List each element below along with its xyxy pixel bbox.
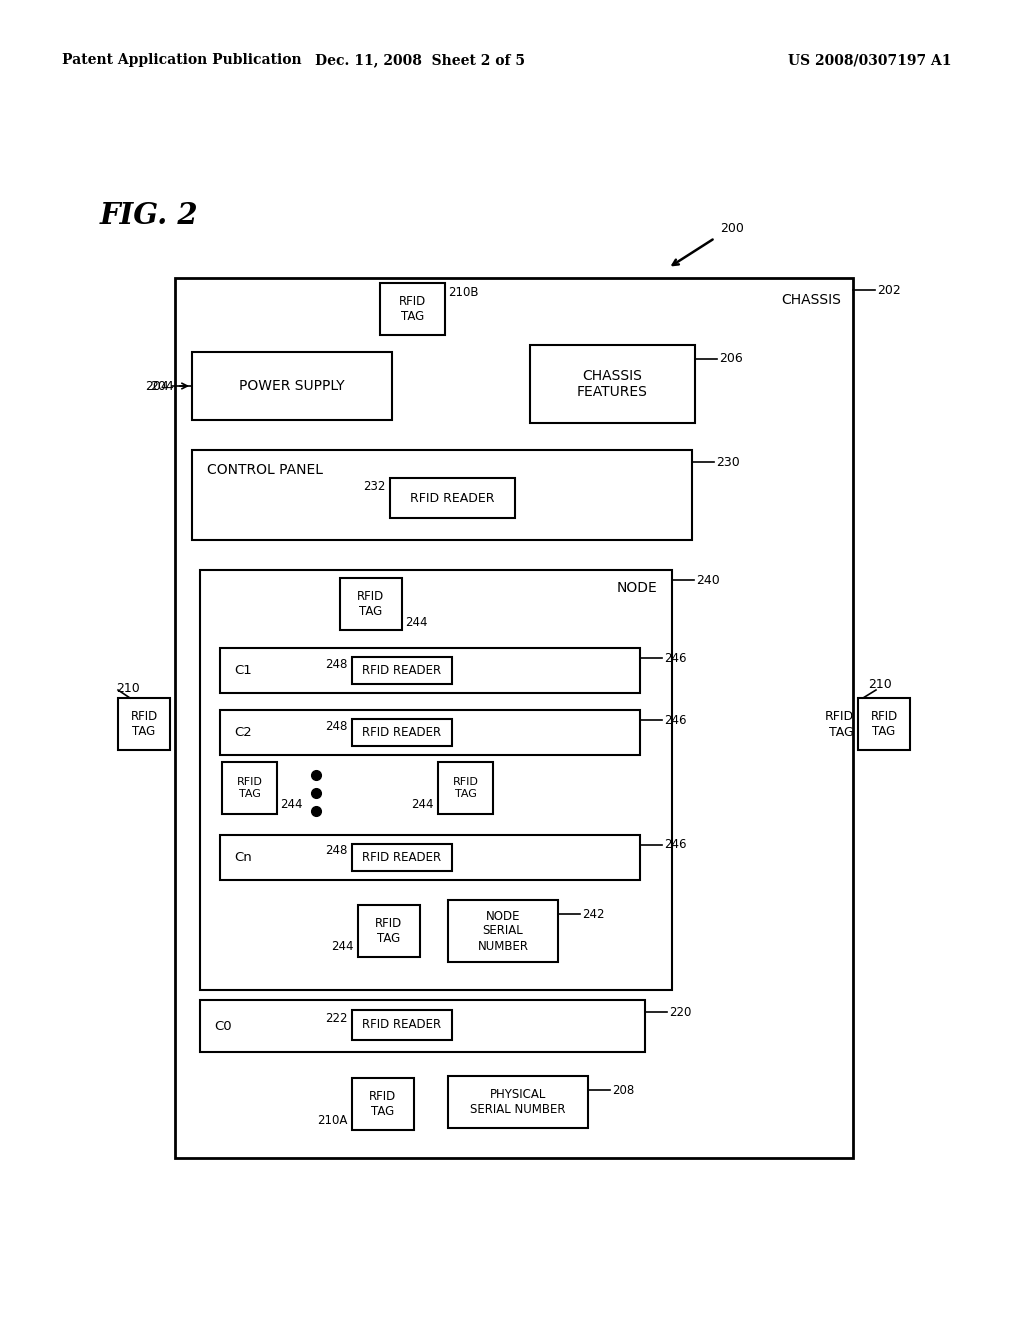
Text: RFID READER: RFID READER [362, 726, 441, 739]
Text: RFID
TAG: RFID TAG [370, 1090, 396, 1118]
Bar [193, 352, 392, 420]
Text: 240: 240 [696, 573, 720, 586]
Text: 204: 204 [145, 380, 169, 392]
Text: TAG: TAG [829, 726, 854, 738]
Text: Patent Application Publication: Patent Application Publication [62, 53, 302, 67]
Bar [118, 698, 170, 750]
Text: Cn: Cn [234, 851, 252, 865]
Bar [200, 570, 672, 990]
Bar [438, 762, 493, 814]
Text: 210A: 210A [317, 1114, 348, 1126]
Text: 246: 246 [664, 652, 686, 664]
Text: 208: 208 [612, 1084, 634, 1097]
Text: C0: C0 [214, 1019, 231, 1032]
Text: Dec. 11, 2008  Sheet 2 of 5: Dec. 11, 2008 Sheet 2 of 5 [315, 53, 525, 67]
Bar [352, 1078, 414, 1130]
Bar [449, 1076, 588, 1129]
Text: PHYSICAL
SERIAL NUMBER: PHYSICAL SERIAL NUMBER [470, 1088, 565, 1115]
Bar [220, 836, 640, 880]
Text: RFID
TAG: RFID TAG [453, 777, 478, 799]
Bar [175, 279, 853, 1158]
Text: RFID READER: RFID READER [362, 851, 441, 865]
Text: 200: 200 [720, 222, 743, 235]
Bar [340, 578, 402, 630]
Text: RFID
TAG: RFID TAG [376, 917, 402, 945]
Bar [530, 345, 695, 422]
Bar [352, 657, 452, 684]
Text: 244: 244 [280, 797, 302, 810]
Text: RFID
TAG: RFID TAG [237, 777, 262, 799]
Text: US 2008/0307197 A1: US 2008/0307197 A1 [788, 53, 951, 67]
Text: 248: 248 [326, 719, 348, 733]
Bar [449, 900, 558, 962]
Text: 220: 220 [669, 1006, 691, 1019]
Text: POWER SUPPLY: POWER SUPPLY [240, 379, 345, 393]
Text: 204: 204 [151, 380, 174, 392]
Bar [200, 1001, 645, 1052]
Text: 244: 244 [412, 797, 434, 810]
Text: 210: 210 [868, 677, 892, 690]
Text: 230: 230 [716, 455, 739, 469]
Text: RFID: RFID [825, 710, 854, 722]
Text: RFID
TAG: RFID TAG [399, 294, 426, 323]
Text: RFID READER: RFID READER [362, 1019, 441, 1031]
Text: 248: 248 [326, 845, 348, 858]
Text: CHASSIS: CHASSIS [781, 293, 841, 308]
Bar [390, 478, 515, 517]
Text: CHASSIS
FEATURES: CHASSIS FEATURES [578, 368, 648, 399]
Text: CONTROL PANEL: CONTROL PANEL [207, 463, 323, 477]
Bar [220, 648, 640, 693]
Text: RFID
TAG: RFID TAG [870, 710, 898, 738]
Bar [352, 719, 452, 746]
Text: RFID READER: RFID READER [362, 664, 441, 677]
Text: 246: 246 [664, 714, 686, 726]
Text: NODE
SERIAL
NUMBER: NODE SERIAL NUMBER [477, 909, 528, 953]
Text: 202: 202 [877, 284, 901, 297]
Text: 206: 206 [719, 352, 742, 366]
Text: RFID READER: RFID READER [411, 491, 495, 504]
Text: 210: 210 [116, 681, 139, 694]
Text: 244: 244 [406, 615, 427, 628]
Text: C2: C2 [234, 726, 252, 739]
Text: 232: 232 [364, 479, 386, 492]
Text: 222: 222 [326, 1011, 348, 1024]
Text: 244: 244 [332, 940, 354, 953]
Text: NODE: NODE [616, 581, 657, 595]
Text: FIG. 2: FIG. 2 [100, 201, 199, 230]
Bar [193, 450, 692, 540]
Text: RFID
TAG: RFID TAG [357, 590, 385, 618]
Text: C1: C1 [234, 664, 252, 677]
Bar [380, 282, 445, 335]
Text: 210B: 210B [449, 286, 478, 300]
Text: 248: 248 [326, 657, 348, 671]
Text: 246: 246 [664, 838, 686, 851]
Bar [352, 843, 452, 871]
Text: RFID
TAG: RFID TAG [130, 710, 158, 738]
Bar [352, 1010, 452, 1040]
Bar [220, 710, 640, 755]
Bar [222, 762, 278, 814]
Bar [858, 698, 910, 750]
Bar [358, 906, 420, 957]
Text: 242: 242 [582, 908, 604, 920]
